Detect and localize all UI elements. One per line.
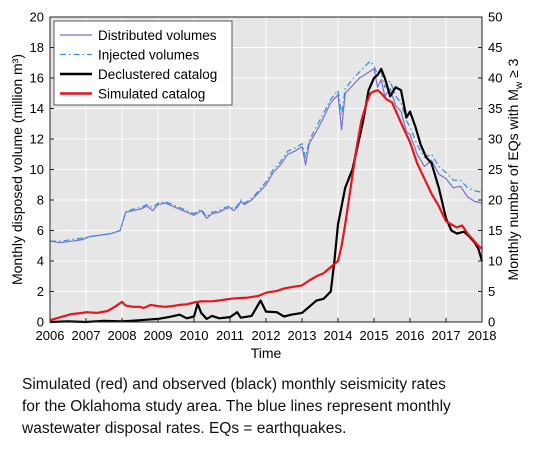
y-right-tick-label: 35 (488, 101, 502, 116)
x-tick-label: 2016 (396, 328, 425, 343)
y-right-tick-label: 0 (488, 315, 495, 330)
caption-line-3: wastewater disposal rates. EQs = earthqu… (22, 420, 347, 437)
caption-line-2: for the Oklahoma study area. The blue li… (22, 398, 451, 415)
y-right-tick-label: 50 (488, 10, 502, 25)
y-right-tick-label: 45 (488, 40, 502, 55)
x-tick-label: 2017 (432, 328, 461, 343)
series-line-1 (49, 68, 483, 244)
y-axis-right-label: Monthly number of EQs with Mw ≥ 3 (505, 58, 525, 280)
x-tick-label: 2015 (360, 328, 389, 343)
y-right-tick-label: 40 (488, 71, 502, 86)
y-right-tick-label: 25 (488, 162, 502, 177)
y-left-tick-label: 0 (37, 315, 44, 330)
y-left-tick-label: 4 (37, 254, 44, 269)
series-layer (49, 60, 484, 324)
y-left-tick-label: 10 (30, 162, 44, 177)
y-right-tick-label: 30 (488, 132, 502, 147)
y-right-tick-label: 10 (488, 254, 502, 269)
x-tick-label: 2007 (72, 328, 101, 343)
y-left-tick-label: 18 (30, 40, 44, 55)
x-tick-label: 2011 (216, 328, 244, 343)
y-right-tick-label: 15 (488, 223, 502, 238)
legend-label: Declustered catalog (98, 67, 217, 82)
figure-caption: Simulated (red) and observed (black) mon… (22, 374, 527, 440)
y-left-tick-label: 16 (30, 71, 44, 86)
y-left-tick-label: 14 (30, 101, 44, 116)
legend: Distributed volumes Injected volumes Declu… (53, 20, 233, 106)
x-tick-label: 2018 (468, 328, 497, 343)
y-left-tick-label: 20 (30, 10, 44, 25)
y-left-tick-label: 8 (37, 193, 44, 208)
series-line-4 (49, 89, 483, 322)
y-right-tick-label: 20 (488, 193, 502, 208)
series-line-3 (49, 67, 484, 324)
y-right-tick-label: 5 (488, 284, 495, 299)
x-tick-label: 2006 (36, 328, 65, 343)
y-left-tick-label: 6 (37, 223, 44, 238)
legend-label: Distributed volumes (98, 28, 217, 43)
x-tick-label: 2013 (288, 328, 317, 343)
x-tick-label: 2009 (144, 328, 173, 343)
y-left-tick-label: 12 (30, 132, 44, 147)
y-axis-left-label: Monthly disposed volume (million m³) (9, 54, 25, 285)
x-tick-label: 2008 (108, 328, 137, 343)
x-tick-label: 2014 (324, 328, 353, 343)
y-left-tick-label: 2 (37, 284, 44, 299)
legend-label: Injected volumes (98, 48, 200, 63)
x-axis-label: Time (251, 345, 282, 361)
ticks: 2006 2007 2008 2009 2010 2011 2012 2013 2014 2015… (30, 10, 503, 344)
legend-label: Simulated catalog (98, 87, 205, 102)
x-tick-label: 2010 (180, 328, 209, 343)
caption-line-1: Simulated (red) and observed (black) mon… (22, 376, 446, 393)
chart: 2006 2007 2008 2009 2010 2011 2012 2013 2014 2015… (9, 10, 525, 362)
x-tick-label: 2012 (252, 328, 281, 343)
